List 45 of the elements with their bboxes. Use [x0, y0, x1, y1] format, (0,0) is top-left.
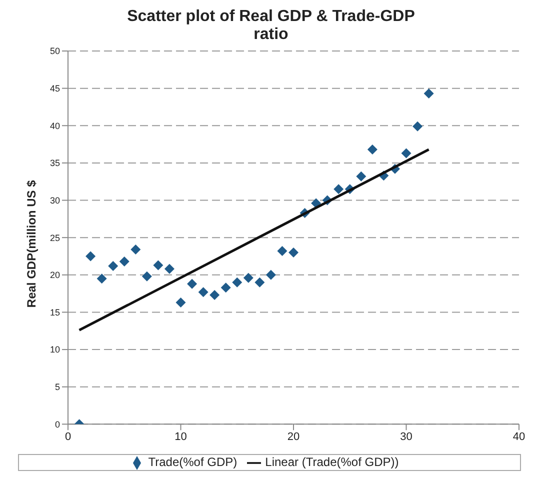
point [424, 88, 434, 99]
point [164, 264, 174, 274]
point [243, 272, 254, 283]
point [367, 144, 378, 155]
y-tick-label: 40 [50, 120, 60, 131]
y-tick-label: 25 [50, 232, 60, 243]
legend-label: Trade(%of GDP) [148, 455, 238, 470]
y-tick-label: 45 [50, 84, 60, 94]
point [288, 248, 298, 258]
legend-label: Linear (Trade(%of GDP)) [265, 455, 399, 470]
x-tick-label: 0 [64, 430, 72, 443]
y-tick-label: 35 [50, 158, 60, 168]
point [277, 246, 288, 256]
point [86, 251, 96, 262]
chart-title: Scatter plot of Real GDP & Trade-GDP ratio [126, 8, 416, 44]
point [176, 298, 186, 308]
point [232, 277, 242, 288]
point [356, 171, 366, 182]
y-tick-label: 30 [50, 195, 60, 206]
point [254, 277, 265, 288]
point [198, 287, 208, 298]
y-tick-label: 15 [50, 307, 60, 318]
y-tick-label: 0 [54, 419, 60, 430]
y-axis-title: Real GDP(million US $ [24, 180, 38, 308]
x-tick-label: 10 [174, 430, 187, 443]
x-tick-label: 40 [512, 430, 526, 443]
point [401, 148, 412, 158]
point [108, 260, 118, 271]
point [187, 278, 198, 289]
x-tick-label: 20 [287, 430, 300, 443]
point [96, 274, 107, 284]
point [412, 121, 423, 132]
point [153, 260, 164, 270]
y-tick-label: 5 [54, 382, 60, 392]
point [142, 271, 152, 282]
point [210, 290, 220, 300]
y-tick-label: 50 [50, 46, 60, 56]
point [266, 270, 276, 280]
y-tick-label: 20 [50, 270, 60, 280]
point [220, 282, 231, 293]
point [130, 244, 141, 255]
point [119, 256, 130, 266]
point [334, 184, 344, 194]
x-tick-label: 30 [400, 430, 412, 443]
y-tick-label: 10 [50, 344, 60, 355]
